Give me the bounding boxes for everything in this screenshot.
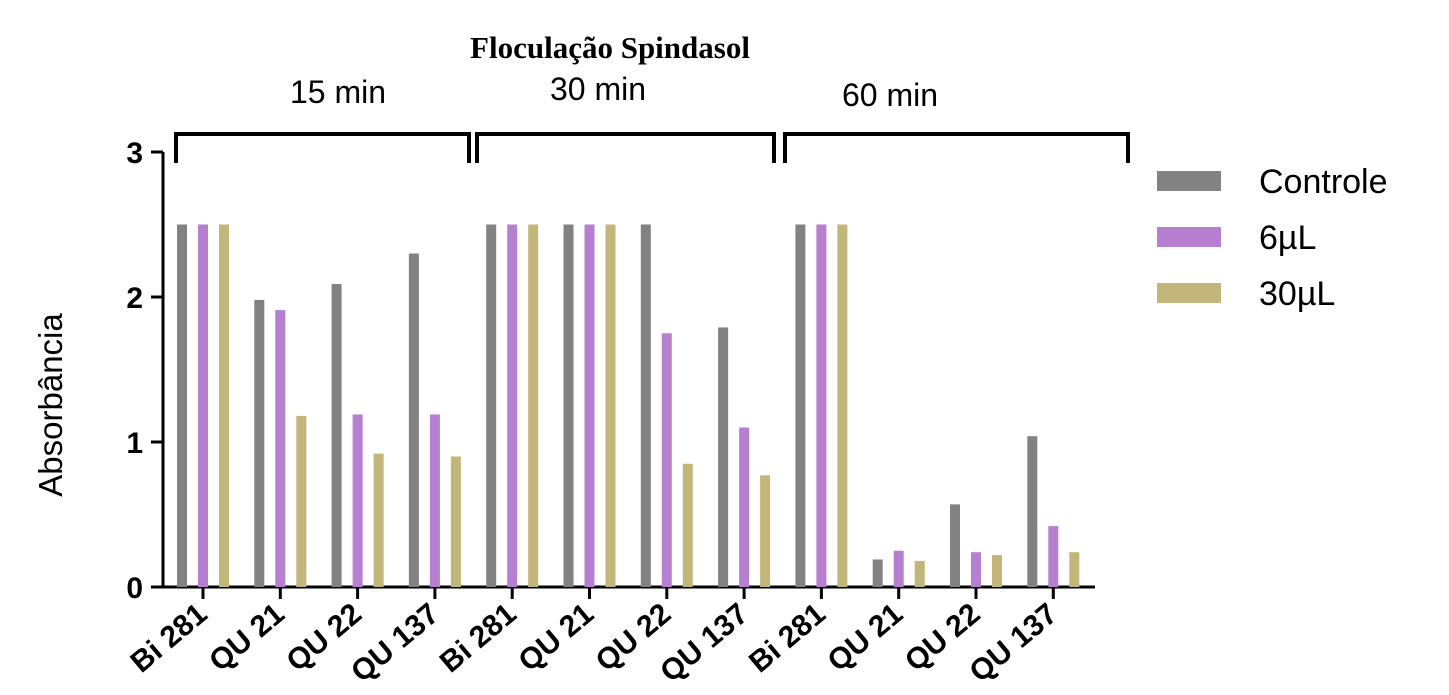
- bar-6l-9: [893, 550, 904, 587]
- bars: [177, 224, 1080, 587]
- group-label-30min: 30 min: [550, 71, 646, 107]
- y-tick-label: 1: [126, 427, 143, 460]
- group-labels: 15 min 30 min 60 min: [290, 71, 938, 113]
- bar-30l-0: [219, 224, 229, 587]
- bar-controle-7: [718, 327, 729, 587]
- x-tick-label: QU 21: [822, 597, 910, 678]
- bar-controle-9: [872, 559, 883, 587]
- bar-6l-10: [971, 552, 981, 587]
- y-ticks: 0 1 2 3: [126, 137, 163, 605]
- bar-controle-0: [177, 224, 187, 587]
- chart-title: Floculação Spindasol: [470, 30, 750, 65]
- bar-30l-11: [1069, 552, 1080, 587]
- bar-controle-3: [408, 253, 419, 587]
- group-bracket: [475, 132, 776, 163]
- bar-controle-5: [563, 224, 574, 587]
- bar-30l-5: [605, 224, 616, 587]
- bar-controle-11: [1027, 436, 1038, 587]
- bar-6l-8: [816, 224, 827, 587]
- bar-6l-3: [429, 414, 440, 587]
- bar-controle-6: [640, 224, 651, 587]
- x-tick-label: Bi 281: [434, 597, 523, 679]
- y-tick-label: 2: [126, 282, 143, 315]
- legend-label: 30µL: [1259, 275, 1335, 313]
- bar-6l-5: [584, 224, 595, 587]
- y-axis-label: Absorbância: [32, 313, 69, 497]
- x-tick-label: QU 137: [345, 597, 445, 689]
- bar-controle-1: [254, 299, 265, 587]
- bar-6l-11: [1048, 526, 1059, 587]
- bar-30l-3: [450, 456, 461, 587]
- legend: Controle 6µL 30µL: [1157, 163, 1388, 313]
- group-bracket: [174, 132, 471, 163]
- bar-6l-4: [507, 224, 518, 587]
- x-tick-label: QU 137: [963, 597, 1063, 689]
- group-bracket: [783, 132, 1130, 163]
- bar-controle-4: [486, 224, 497, 587]
- legend-label: 6µL: [1259, 219, 1316, 257]
- bar-30l-9: [914, 560, 925, 587]
- bar-30l-7: [760, 475, 771, 587]
- legend-swatch: [1157, 283, 1221, 303]
- x-tick-label: Bi 281: [743, 597, 832, 679]
- bar-30l-6: [682, 463, 693, 587]
- group-label-60min: 60 min: [842, 77, 938, 113]
- bar-30l-4: [528, 224, 539, 587]
- bar-controle-2: [331, 283, 342, 587]
- legend-label: Controle: [1259, 163, 1388, 201]
- x-tick-label: QU 21: [203, 597, 291, 678]
- bar-30l-1: [296, 415, 307, 587]
- bar-controle-8: [795, 224, 806, 587]
- y-tick-label: 3: [126, 137, 143, 170]
- bar-30l-2: [373, 453, 384, 587]
- bar-6l-1: [275, 310, 286, 587]
- axes: [161, 152, 1095, 589]
- bar-6l-6: [661, 333, 672, 587]
- bar-controle-10: [950, 504, 960, 587]
- bar-6l-2: [352, 414, 363, 587]
- bar-6l-0: [198, 224, 208, 587]
- bar-6l-7: [739, 427, 750, 587]
- bar-30l-10: [992, 555, 1002, 587]
- x-tick-label: QU 21: [512, 597, 600, 678]
- legend-swatch: [1157, 171, 1221, 191]
- bar-30l-8: [837, 224, 848, 587]
- group-brackets: [174, 132, 1130, 163]
- x-tick-label: Bi 281: [125, 597, 214, 679]
- y-tick-label: 0: [126, 572, 143, 605]
- legend-swatch: [1157, 227, 1221, 247]
- x-tick-label: QU 137: [654, 597, 754, 689]
- group-label-15min: 15 min: [290, 74, 386, 110]
